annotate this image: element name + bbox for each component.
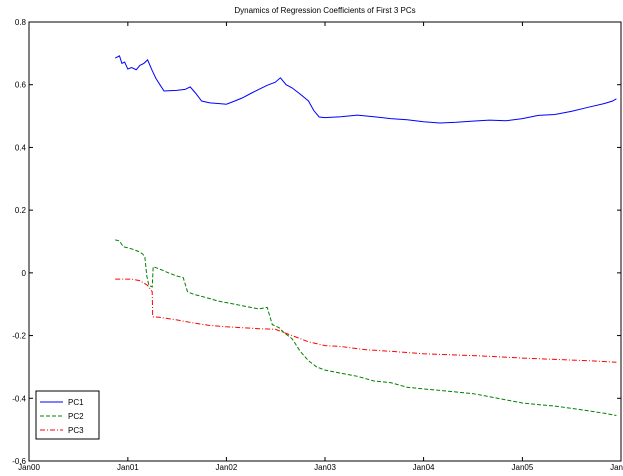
legend: PC1 PC2 PC3 — [35, 390, 100, 440]
x-tick-label: Jan00 — [18, 463, 40, 471]
x-axis-ticks: Jan00 Jan01 Jan02 Jan03 Jan04 Jan05 Jan06 — [18, 22, 623, 472]
y-axis-ticks: -0.6 -0.4 -0.2 0 0.2 0.4 0.6 0.8 — [12, 18, 621, 466]
legend-box — [35, 390, 100, 440]
x-tick-label: Jan04 — [413, 463, 435, 471]
legend-items: PC1 PC2 PC3 — [40, 398, 84, 435]
y-tick-label: 0.4 — [15, 143, 27, 152]
series-lines — [114, 55, 617, 416]
plot-area — [28, 21, 622, 462]
y-tick-label: 0 — [22, 269, 27, 278]
series-line-pc2 — [115, 239, 617, 416]
x-tick-label: Jan02 — [216, 463, 238, 471]
y-tick-label: -0.4 — [12, 394, 26, 403]
y-tick-label: -0.2 — [12, 332, 26, 341]
legend-label-pc1: PC1 — [68, 398, 84, 407]
y-tick-label: 0.8 — [15, 18, 27, 27]
x-tick-label: Jan05 — [512, 463, 534, 471]
series-line-pc3 — [115, 278, 617, 363]
chart-title: Dynamics of Regression Coefficients of F… — [234, 6, 415, 15]
x-tick-label: Jan03 — [314, 463, 336, 471]
x-tick-label: Jan01 — [117, 463, 139, 471]
series-line-pc1 — [114, 55, 617, 124]
y-tick-label: 0.6 — [15, 81, 27, 90]
y-tick-label: -0.6 — [12, 457, 26, 466]
x-tick-label: Jan06 — [610, 463, 623, 471]
legend-label-pc3: PC3 — [68, 426, 84, 435]
y-tick-label: 0.2 — [15, 206, 27, 215]
legend-label-pc2: PC2 — [68, 412, 84, 421]
